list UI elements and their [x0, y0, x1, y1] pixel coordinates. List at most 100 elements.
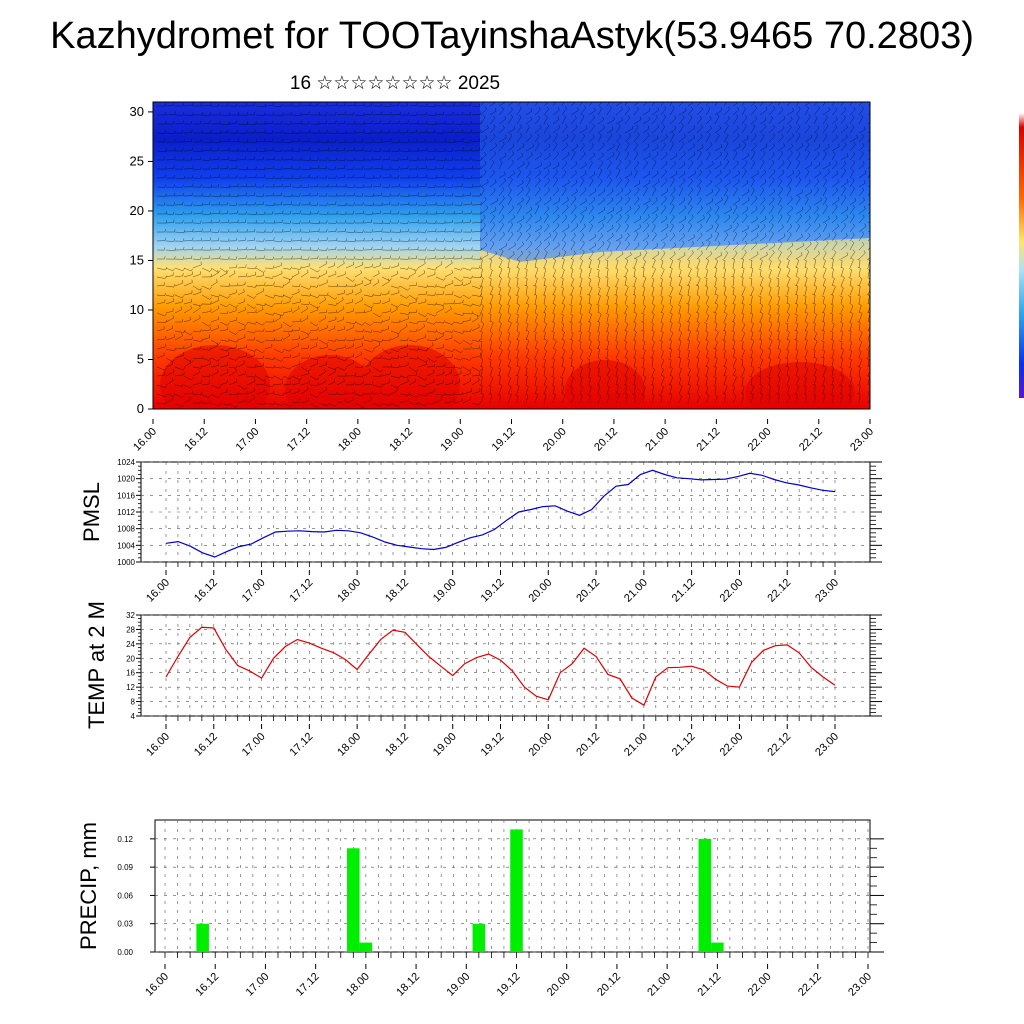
pmsl-x-tick-label: 22.00 [718, 577, 746, 605]
temp-y-tick-label: 32 [126, 611, 135, 620]
cross-section-x-tick-label: 19.12 [490, 426, 518, 454]
precip-x-tick-label: 20.12 [595, 971, 623, 999]
cross-section-x-tick-label: 18.00 [336, 426, 364, 454]
pmsl-x-tick-label: 21.12 [670, 577, 698, 605]
cross-section-y-tick-label: 10 [130, 302, 144, 317]
pmsl-x-tick-label: 20.12 [574, 577, 602, 605]
cross-section-y-tick-label: 30 [130, 104, 144, 119]
pmsl-x-tick-label: 20.00 [526, 577, 554, 605]
precip-bar [510, 829, 523, 952]
temp-y-tick-label: 28 [126, 625, 135, 634]
cross-section-y-tick-label: 20 [130, 203, 144, 218]
pmsl-x-tick-label: 23.00 [813, 577, 841, 605]
wind-barb-set [156, 102, 870, 408]
pmsl-x-tick-label: 19.00 [431, 577, 459, 605]
precip-panel: 0.00 0.03 0.06 0.09 0.12 16.00 16.12 17.00 17.1… [76, 819, 884, 999]
precip-bar [472, 923, 486, 952]
temp-x-tick-label: 20.00 [526, 731, 554, 759]
temp-x-tick-label: 16.12 [192, 731, 220, 759]
precip-bar [711, 942, 724, 952]
temp-x-tick-label: 21.00 [622, 731, 650, 759]
precip-x-tick-label: 19.12 [495, 971, 523, 999]
colorbar [1019, 113, 1024, 398]
temp-series-line [165, 626, 836, 707]
temp-axis-title: TEMP at 2 M [84, 601, 109, 729]
precip-x-tick-label: 21.12 [696, 971, 724, 999]
precip-x-tick-label: 22.00 [746, 971, 774, 999]
precip-y-tick-label: 0.09 [117, 863, 133, 872]
temp-x-tick-label: 22.12 [765, 731, 793, 759]
precip-x-tick-label: 18.12 [394, 971, 422, 999]
pmsl-series-line [165, 469, 836, 558]
cross-section-x-tick-label: 23.00 [848, 426, 876, 454]
cross-section-y-ticks: 0 5 10 15 20 25 30 [130, 104, 153, 416]
temp-x-tick-label: 19.00 [431, 731, 459, 759]
pmsl-y-ticks: 1000 1004 1008 1012 1016 1020 1024 [117, 458, 882, 567]
temp-y-tick-label: 12 [126, 683, 135, 692]
cross-section-y-tick-label: 15 [130, 252, 144, 267]
pmsl-x-tick-label: 18.12 [383, 577, 411, 605]
chart-subtitle: 16 ☆☆☆☆☆☆☆☆ 2025 [289, 73, 501, 94]
precip-x-tick-label: 23.00 [846, 971, 874, 999]
pmsl-y-tick-label: 1000 [117, 558, 135, 567]
pmsl-y-tick-label: 1012 [117, 508, 135, 517]
precip-axis-title: PRECIP, mm [76, 822, 101, 950]
temp-x-tick-label: 18.00 [335, 731, 363, 759]
cross-section-x-tick-label: 21.12 [695, 426, 723, 454]
temp-x-tick-label: 16.00 [144, 731, 172, 759]
pmsl-x-tick-label: 17.00 [240, 577, 268, 605]
chart-title: Kazhydromet for TOOTayinshaAstyk(53.9465… [50, 15, 974, 57]
wind-barbs [156, 102, 870, 408]
warm-cells [160, 345, 855, 409]
temp-y-tick-label: 16 [126, 669, 135, 678]
precip-y-ticks: 0.00 0.03 0.06 0.09 0.12 [117, 835, 884, 957]
pmsl-x-tick-label: 16.00 [144, 577, 172, 605]
precip-x-tick-label: 21.00 [645, 971, 673, 999]
pmsl-x-tick-label: 18.00 [335, 577, 363, 605]
precip-x-tick-label: 16.12 [193, 971, 221, 999]
pmsl-x-tick-label: 19.12 [479, 577, 507, 605]
cross-section-x-tick-label: 20.12 [592, 426, 620, 454]
cross-section-y-tick-label: 0 [137, 401, 144, 416]
precip-bar [359, 942, 373, 952]
temp-x-ticks: 16.00 16.12 17.00 17.12 18.00 18.12 19.00 19.12… [144, 724, 841, 759]
pmsl-y-tick-label: 1004 [117, 541, 135, 550]
precip-y-tick-label: 0.03 [117, 920, 133, 929]
pmsl-y-tick-label: 1016 [117, 491, 135, 500]
precip-x-tick-label: 20.00 [545, 971, 573, 999]
precip-x-tick-label: 17.00 [244, 971, 272, 999]
cross-section-frame [152, 101, 871, 410]
cross-section-x-ticks: 16.00 16.12 17.00 17.12 18.00 18.12 19.00 19.12… [131, 419, 876, 454]
temp-x-tick-label: 19.12 [479, 731, 507, 759]
cross-section-x-tick-label: 17.12 [285, 426, 313, 454]
precip-x-tick-label: 17.12 [294, 971, 322, 999]
precip-y-tick-label: 0.12 [117, 835, 133, 844]
precip-x-tick-label: 19.00 [444, 971, 472, 999]
cross-section-x-tick-label: 22.12 [797, 426, 825, 454]
cross-section-x-tick-label: 17.00 [234, 426, 262, 454]
temp-grid [141, 614, 870, 721]
temp-x-tick-label: 17.00 [240, 731, 268, 759]
precip-bar [698, 838, 712, 952]
pmsl-x-tick-label: 21.00 [622, 577, 650, 605]
temp-x-tick-label: 18.12 [383, 731, 411, 759]
temp-x-tick-label: 23.00 [813, 731, 841, 759]
precip-x-tick-label: 22.12 [796, 971, 824, 999]
temp-y-tick-label: 8 [131, 698, 136, 707]
cross-section-x-tick-label: 20.00 [541, 426, 569, 454]
pmsl-x-tick-label: 17.12 [288, 577, 316, 605]
precip-grid [155, 820, 870, 958]
cross-section-y-tick-label: 25 [130, 153, 144, 168]
pmsl-grid [141, 461, 870, 567]
precip-x-tick-label: 16.00 [143, 971, 171, 999]
pmsl-y-tick-label: 1024 [117, 458, 135, 467]
temp-x-tick-label: 22.00 [718, 731, 746, 759]
cross-section-panel: 0 5 10 15 20 25 30 16.00 16.12 17.00 17.12 18.00 18… [130, 101, 876, 454]
precip-x-ticks: 16.00 16.12 17.00 17.12 18.00 18.12 19.00 19.12… [143, 964, 874, 999]
temp-y-tick-label: 4 [131, 712, 136, 721]
precip-y-tick-label: 0.06 [117, 891, 133, 900]
pmsl-x-tick-label: 22.12 [765, 577, 793, 605]
pmsl-y-tick-label: 1020 [117, 475, 135, 484]
